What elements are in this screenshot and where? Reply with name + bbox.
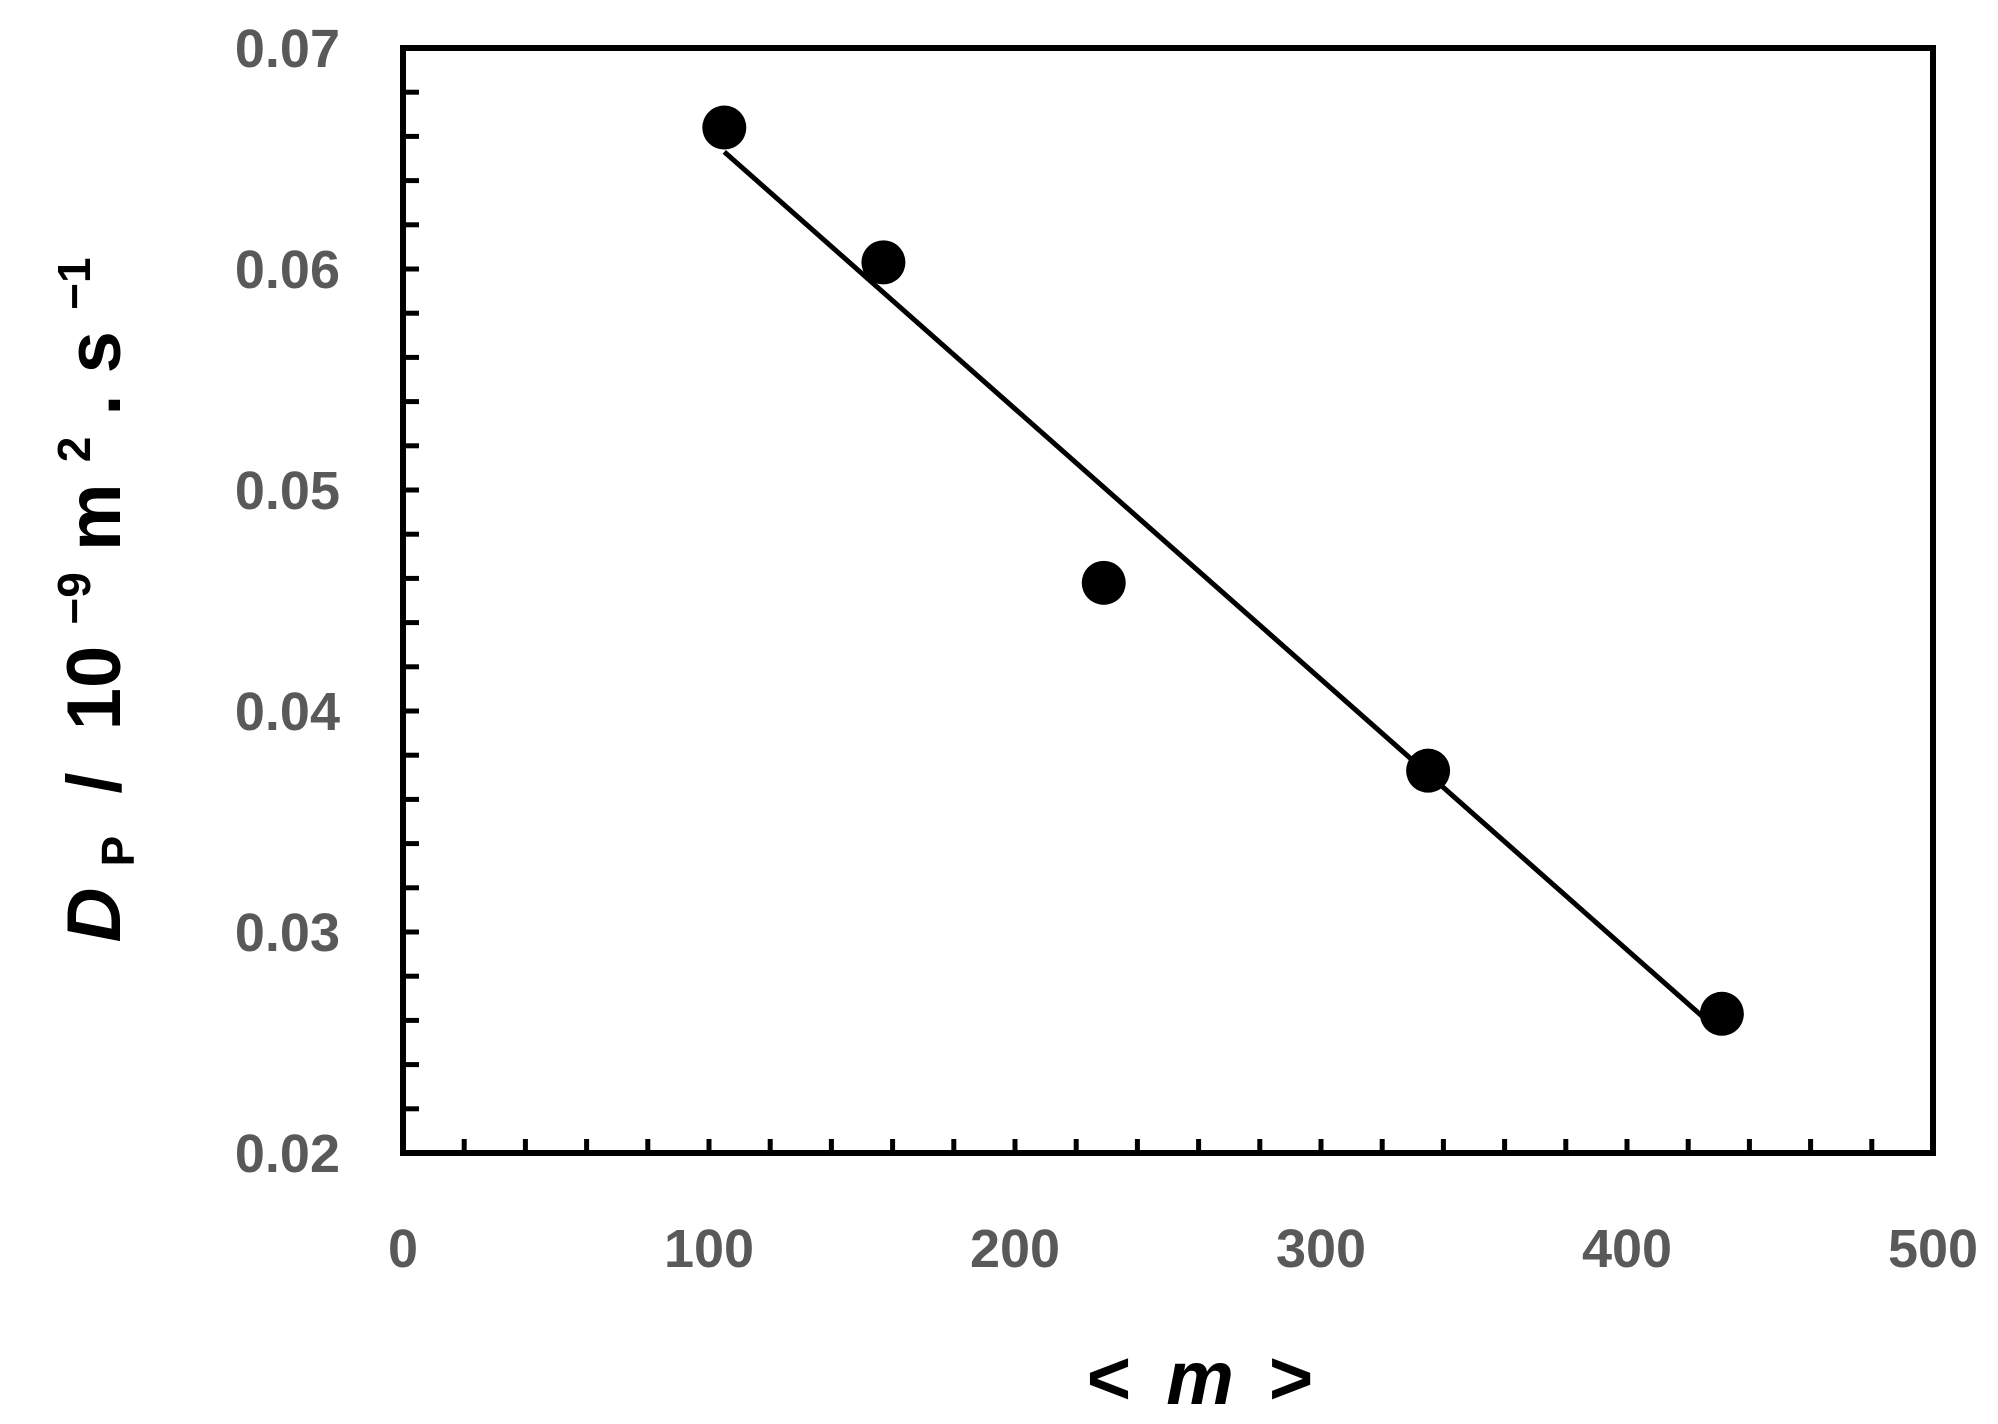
y-tick-label: 0.04 — [235, 682, 340, 742]
y-axis-title-exponent-2: 2 — [48, 437, 100, 463]
y-axis-title-subscript: P — [92, 836, 144, 867]
x-axis-title-close: > — [1269, 1336, 1313, 1421]
x-tick-label: 100 — [664, 1219, 754, 1279]
y-axis-title-symbol: D — [52, 888, 137, 943]
y-axis-title-unit-1: m — [52, 483, 137, 551]
x-tick-labels: 0 100 200 300 400 500 — [388, 1219, 1978, 1279]
x-tick-label: 200 — [970, 1219, 1060, 1279]
fit-line-layer — [722, 149, 1724, 1036]
data-point — [861, 240, 906, 285]
y-axis-title-base: 10 — [52, 646, 137, 731]
y-tick-label: 0.06 — [235, 240, 340, 300]
data-point — [1699, 991, 1744, 1036]
plot-frame — [400, 45, 1936, 1156]
data-point — [702, 105, 747, 150]
x-axis-title-var: m — [1166, 1336, 1234, 1421]
y-tick-label: 0.02 — [235, 1124, 340, 1184]
y-axis-title-exponent-3: −1 — [48, 257, 100, 309]
y-axis-title-unit-2: s — [52, 331, 137, 373]
data-point — [1081, 560, 1126, 605]
x-tick-label: 300 — [1276, 1219, 1366, 1279]
y-axis-title-separator: / — [52, 751, 137, 814]
y-tick-label: 0.03 — [235, 903, 340, 963]
y-axis-title-exponent-1: −9 — [48, 572, 100, 624]
x-tick-label: 500 — [1888, 1219, 1978, 1279]
data-point — [1406, 748, 1451, 793]
y-tick-labels: 0.02 0.03 0.04 0.05 0.06 0.07 — [235, 19, 340, 1184]
y-axis-title-dot: . — [52, 394, 137, 415]
y-axis-title: D P / 10 −9 m 2 . s −1 — [22, 257, 151, 942]
minor-ticks — [403, 89, 1875, 1153]
x-tick-label: 400 — [1582, 1219, 1672, 1279]
y-tick-label: 0.07 — [235, 19, 340, 79]
data-points — [702, 105, 1744, 1036]
fit-line — [722, 149, 1724, 1036]
x-axis-title: < m > — [1087, 1336, 1314, 1421]
x-tick-label: 0 — [388, 1219, 418, 1279]
y-tick-label: 0.05 — [235, 461, 340, 521]
x-axis-title-open: < — [1087, 1336, 1131, 1421]
